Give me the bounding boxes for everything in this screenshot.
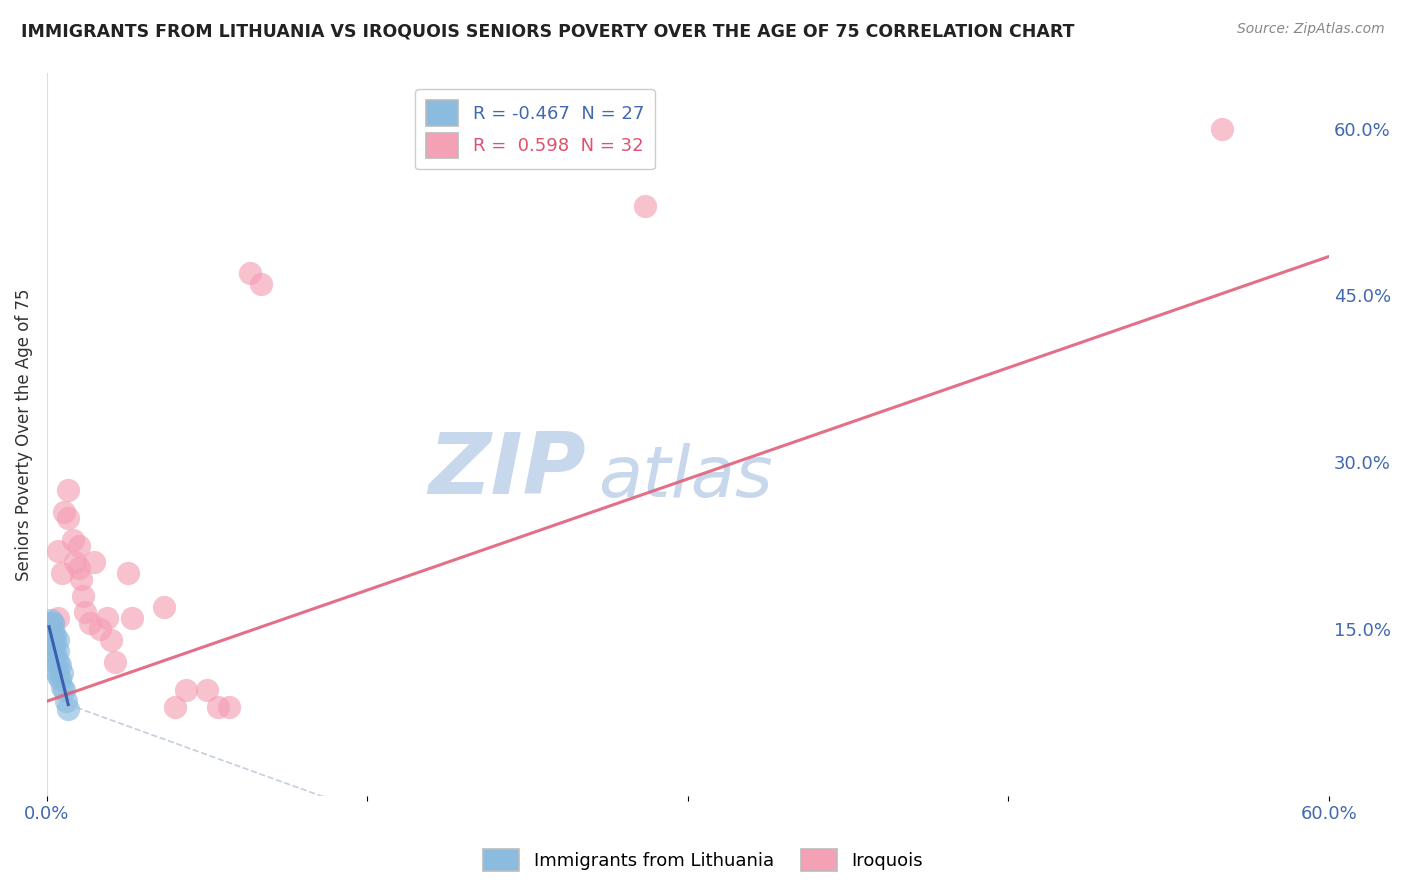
Point (174, 683, 197, 698)
Point (58, 510, 80, 524)
Point (121, 611, 143, 625)
Point (104, 656, 127, 670)
Point (79, 616, 101, 631)
Legend: R = -0.467  N = 27, R =  0.598  N = 32: R = -0.467 N = 27, R = 0.598 N = 32 (415, 89, 655, 169)
Point (46, 656, 69, 670)
Point (207, 699, 229, 714)
Point (42, 631, 65, 645)
Point (89, 622, 111, 636)
Point (218, 699, 240, 714)
Point (42, 616, 65, 631)
Point (58, 702, 80, 716)
Point (44, 663, 66, 677)
Point (48, 657, 70, 672)
Point (46, 644, 69, 658)
Point (249, 277, 271, 292)
Point (63, 555, 86, 569)
Point (1211, 121, 1233, 136)
Point (67, 561, 90, 575)
Point (42, 639, 65, 653)
Point (44, 647, 66, 661)
Point (39, 622, 62, 636)
Text: IMMIGRANTS FROM LITHUANIA VS IROQUOIS SENIORS POVERTY OVER THE AGE OF 75 CORRELA: IMMIGRANTS FROM LITHUANIA VS IROQUOIS SE… (21, 22, 1074, 40)
Point (117, 566, 139, 581)
Point (239, 266, 262, 280)
Point (70, 572, 93, 586)
Legend: Immigrants from Lithuania, Iroquois: Immigrants from Lithuania, Iroquois (475, 842, 931, 879)
Point (44, 635, 66, 649)
Point (67, 539, 90, 553)
Point (48, 672, 70, 686)
Point (153, 599, 176, 614)
Point (51, 680, 73, 694)
Point (83, 555, 105, 569)
Point (39, 613, 62, 627)
Y-axis label: Seniors Poverty Over the Age of 75: Seniors Poverty Over the Age of 75 (15, 288, 32, 581)
Point (46, 611, 69, 625)
Point (42, 624, 65, 639)
Point (42, 644, 65, 658)
Point (58, 483, 80, 497)
Point (38, 624, 60, 639)
Point (62, 533, 84, 547)
Point (634, 199, 657, 213)
Point (46, 668, 69, 682)
Text: atlas: atlas (598, 443, 773, 512)
Point (44, 627, 66, 641)
Point (51, 566, 73, 581)
Point (51, 666, 73, 681)
Point (195, 683, 218, 698)
Point (39, 630, 62, 644)
Text: Source: ZipAtlas.com: Source: ZipAtlas.com (1237, 22, 1385, 37)
Point (42, 616, 65, 631)
Point (55, 694, 77, 708)
Point (72, 589, 94, 603)
Point (38, 616, 60, 631)
Point (96, 611, 118, 625)
Point (53, 505, 76, 519)
Point (53, 683, 76, 698)
Point (100, 633, 122, 648)
Point (165, 699, 187, 714)
Text: ZIP: ZIP (427, 429, 585, 512)
Point (44, 656, 66, 670)
Point (46, 544, 69, 558)
Point (46, 633, 69, 648)
Point (75, 605, 97, 619)
Point (39, 635, 62, 649)
